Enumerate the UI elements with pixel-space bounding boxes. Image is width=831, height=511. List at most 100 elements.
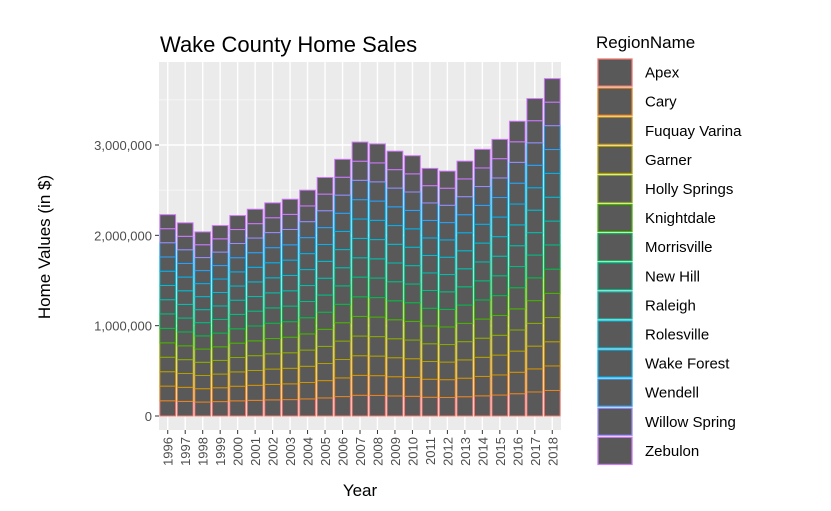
bar-segment-raleigh — [439, 256, 456, 276]
bar-segment-wake-forest — [456, 214, 474, 234]
bar-segment-knightdale — [211, 332, 229, 348]
bar-segment-knightdale — [159, 327, 177, 344]
legend-label: Apex — [645, 65, 680, 82]
bar-segment-garner — [299, 349, 316, 367]
bar-stack-2008 — [369, 143, 386, 417]
bar-stack-2012 — [439, 170, 456, 417]
bar-stack-1998 — [194, 231, 212, 417]
bar-segment-garner — [229, 357, 247, 373]
x-tick-label: 2011 — [423, 437, 438, 465]
legend-label: Morrisville — [645, 239, 713, 256]
bar-segment-wendell — [456, 196, 474, 216]
bar-segment-zebulon — [281, 198, 299, 215]
bar-segment-morrisville — [281, 305, 299, 323]
bar-segment-willow-spring — [351, 160, 369, 181]
bar-segment-apex — [176, 400, 194, 417]
legend-label: Knightdale — [645, 210, 716, 227]
bar-segment-apex — [211, 401, 229, 417]
bar-segment-rolesville — [456, 232, 474, 252]
bar-segment-morrisville — [246, 310, 264, 327]
bar-segment-rolesville — [439, 239, 456, 258]
chart-title: Wake County Home Sales — [160, 32, 417, 57]
bar-stack-2004 — [299, 189, 316, 417]
bar-segment-garner — [264, 353, 281, 370]
bar-segment-wake-forest — [351, 199, 369, 220]
bar-segment-fuquay-varina — [508, 350, 526, 373]
bar-segment-fuquay-varina — [473, 356, 491, 377]
bar-segment-zebulon — [386, 150, 404, 171]
bar-segment-willow-spring — [176, 235, 194, 251]
bar-segment-garner — [316, 345, 334, 364]
bar-segment-wake-forest — [526, 164, 544, 189]
bar-segment-new-hill — [281, 290, 299, 307]
bar-segment-garner — [176, 359, 194, 374]
bar-stack-2001 — [246, 208, 264, 417]
bar-segment-morrisville — [456, 286, 474, 306]
x-tick-label: 1997 — [178, 437, 193, 466]
bar-segment-fuquay-varina — [421, 360, 439, 380]
legend-label: Rolesville — [645, 326, 709, 343]
legend-swatch — [597, 233, 633, 262]
bar-segment-holly-springs — [473, 318, 491, 339]
x-tick-label: 2004 — [301, 437, 316, 466]
bar-segment-zebulon — [491, 138, 509, 160]
bar-segment-wake-forest — [229, 257, 247, 273]
bar-segment-morrisville — [211, 318, 229, 334]
bar-segment-rolesville — [526, 187, 544, 211]
bar-segment-zebulon — [264, 202, 281, 219]
bar-segment-morrisville — [473, 280, 491, 301]
x-tick-label: 2005 — [318, 437, 333, 466]
bar-segment-raleigh — [159, 284, 177, 301]
bar-segment-fuquay-varina — [264, 368, 281, 385]
bar-stack-1999 — [211, 225, 229, 417]
bar-segment-rolesville — [473, 223, 491, 244]
legend-label: Wendell — [645, 385, 699, 402]
bar-segment-rolesville — [508, 203, 526, 226]
bar-segment-cary — [369, 375, 386, 396]
bar-stack-2009 — [386, 150, 404, 417]
bar-segment-rolesville — [491, 216, 509, 238]
bar-segment-rolesville — [421, 237, 439, 256]
bar-segment-knightdale — [246, 325, 264, 342]
bar-segment-knightdale — [334, 303, 351, 324]
bar-segment-willow-spring — [334, 176, 351, 196]
bar-segment-holly-springs — [229, 342, 247, 359]
bar-segment-new-hill — [299, 285, 316, 303]
bar-segment-knightdale — [386, 300, 404, 321]
x-axis: 1996 1997 1998 1999 2000 2001 2002 2003 2004 2005… — [161, 430, 560, 466]
bar-segment-morrisville — [369, 277, 386, 299]
bar-stack-2003 — [281, 198, 299, 417]
bar-segment-garner — [543, 317, 561, 343]
x-tick-label: 1999 — [213, 437, 228, 466]
legend-label: Zebulon — [645, 443, 699, 460]
bar-segment-wake-forest — [176, 262, 194, 278]
bar-segment-zebulon — [456, 160, 474, 180]
bar-segment-holly-springs — [351, 315, 369, 337]
legend-item: Willow Spring — [597, 407, 736, 437]
bar-segment-fuquay-varina — [159, 371, 177, 387]
bar-segment-cary — [264, 383, 281, 401]
bar-segment-zebulon — [194, 231, 212, 246]
bar-segment-wendell — [211, 251, 229, 267]
bar-segment-garner — [386, 338, 404, 359]
legend-swatch — [597, 174, 633, 204]
legend-item: Apex — [597, 58, 680, 88]
bar-segment-wake-forest — [281, 244, 299, 261]
x-tick-label: 2009 — [388, 437, 403, 466]
bar-segment-fuquay-varina — [369, 355, 386, 377]
bar-segment-new-hill — [369, 258, 386, 279]
bar-stack-2005 — [316, 176, 334, 417]
bar-segment-holly-springs — [369, 316, 386, 338]
bar-segment-wendell — [421, 202, 439, 221]
legend-item: Knightdale — [597, 203, 716, 233]
bar-segment-cary — [508, 371, 526, 395]
bar-segment-morrisville — [439, 291, 456, 310]
bar-segment-garner — [473, 337, 491, 358]
bar-segment-apex — [264, 399, 281, 417]
bar-segment-knightdale — [194, 335, 212, 350]
bar-segment-willow-spring — [386, 169, 404, 189]
bar-stack-2010 — [404, 155, 421, 417]
bar-segment-wendell — [176, 249, 194, 264]
bar-segment-apex — [456, 396, 474, 417]
bar-segment-garner — [439, 344, 456, 363]
